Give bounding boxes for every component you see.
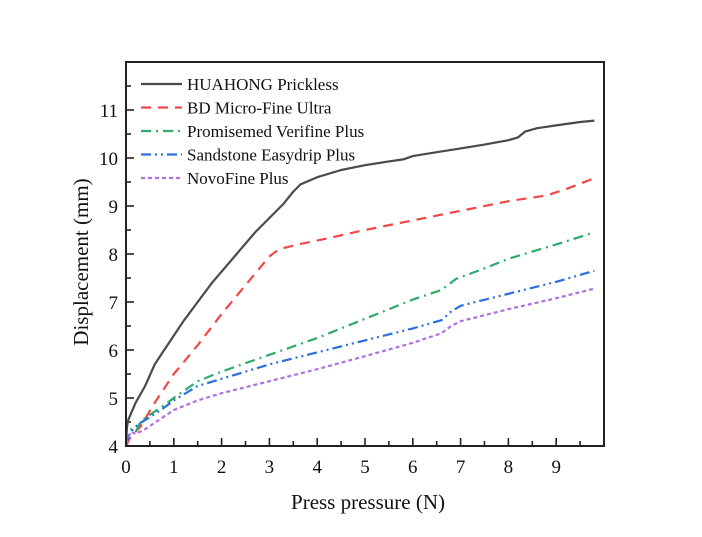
x-tick-label: 6: [408, 457, 418, 478]
x-tick-labels: 0 1 2 3 4 5 6 7 8 9: [121, 457, 561, 478]
y-tick-labels: 4 5 6 7 8 9 10 11: [99, 101, 119, 458]
y-tick-label: 9: [109, 197, 119, 218]
y-tick-label: 5: [109, 389, 119, 410]
y-tick-label: 4: [109, 437, 119, 458]
y-tick-label: 10: [99, 149, 118, 170]
series-line-1: [125, 177, 595, 447]
legend-label: Sandstone Easydrip Plus: [187, 146, 355, 165]
plot-frame: [125, 61, 605, 447]
x-tick-label: 0: [121, 457, 131, 478]
series-line-0: [124, 119, 595, 444]
x-tick-label: 8: [504, 457, 514, 478]
x-tick-label: 7: [456, 457, 466, 478]
x-tick-label: 5: [360, 457, 370, 478]
x-tick-label: 3: [265, 457, 275, 478]
x-tick-label: 9: [551, 457, 561, 478]
series-line-3: [124, 269, 595, 445]
x-axis-title: Press pressure (N): [291, 490, 445, 514]
y-tick-label: 8: [109, 245, 119, 266]
legend-label: BD Micro-Fine Ultra: [187, 99, 332, 118]
series-line-4: [124, 287, 595, 445]
series-line-2: [124, 231, 595, 444]
y-tick-label: 11: [100, 101, 118, 122]
legend: HUAHONG Prickless BD Micro-Fine Ultra Prom…: [141, 75, 364, 188]
legend-label: Promisemed Verifine Plus: [187, 122, 364, 141]
x-tick-label: 4: [312, 457, 322, 478]
legend-label: NovoFine Plus: [187, 169, 289, 188]
y-tick-label: 6: [109, 341, 119, 362]
series-layer: [124, 119, 595, 447]
y-tick-label: 7: [109, 293, 119, 314]
y-axis-title: Displacement (mm): [69, 178, 93, 345]
x-tick-label: 2: [217, 457, 227, 478]
legend-label: HUAHONG Prickless: [187, 75, 339, 94]
x-tick-label: 1: [169, 457, 179, 478]
